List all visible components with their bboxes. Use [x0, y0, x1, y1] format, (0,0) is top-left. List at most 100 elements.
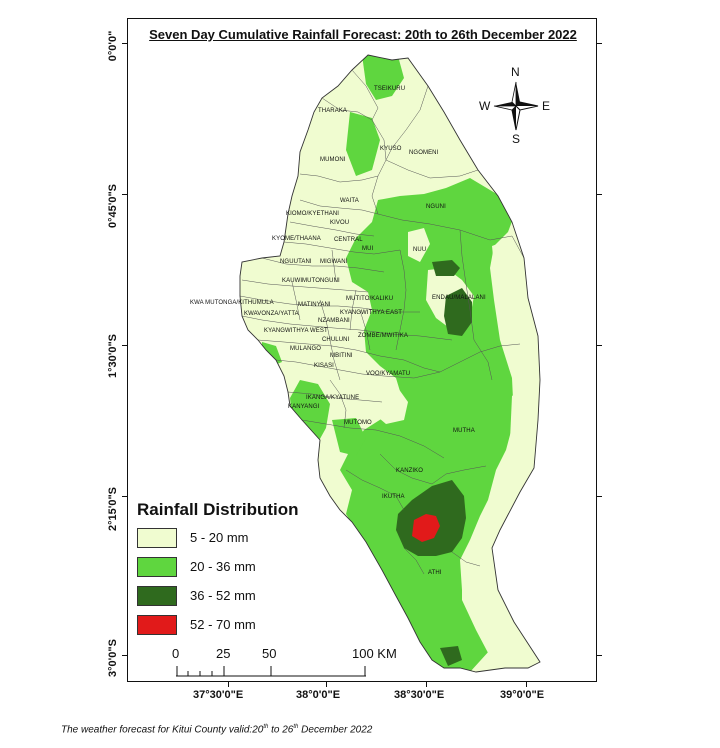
legend-item: 36 - 52 mm — [135, 586, 350, 608]
tick — [597, 496, 602, 497]
north-arrow: N S E W — [476, 64, 556, 148]
place-label: KYUSO — [380, 146, 402, 152]
caption-sup: th — [293, 724, 299, 730]
county-outline — [239, 54, 541, 673]
scale-bar: 0 25 50 100 KM — [172, 646, 412, 678]
zone-5-20-nuu — [408, 228, 430, 262]
zone-52-70-ikutha — [412, 514, 440, 542]
tick — [597, 345, 602, 346]
legend-label: 5 - 20 mm — [190, 530, 249, 545]
caption-text: to 26 — [268, 724, 294, 736]
lat-label-0: 0°0'0" — [107, 30, 119, 62]
scale-label: 25 — [216, 646, 231, 661]
legend-swatch — [137, 528, 177, 548]
legend-label: 20 - 36 mm — [190, 559, 256, 574]
place-label: ATHI — [428, 570, 442, 576]
legend-item: 5 - 20 mm — [135, 528, 350, 550]
place-label: MUTITO/KALIKU — [346, 296, 394, 302]
tick — [597, 655, 602, 656]
place-label: KANYANGI — [288, 404, 320, 410]
place-label: KYANGWITHYA EAST — [340, 310, 403, 316]
tick — [122, 655, 127, 656]
zone-5-20-east2 — [510, 380, 538, 470]
place-label: MUTONGUNI — [302, 278, 340, 284]
tick — [597, 43, 602, 44]
tick — [122, 194, 127, 195]
caption: The weather forecast for Kitui County va… — [61, 724, 372, 735]
place-label: MUTOMO — [344, 420, 372, 426]
place-label: NGUNI — [426, 204, 446, 210]
place-label: MUTHA — [453, 428, 475, 434]
lat-label-2: 1°30'0"S — [107, 333, 119, 379]
place-label: ENDAU/MALALANI — [432, 295, 486, 301]
compass-w: W — [479, 99, 491, 113]
zone-5-20-vookyamatu — [372, 388, 408, 424]
place-label: NGOMENI — [409, 150, 439, 156]
tick — [526, 682, 527, 687]
legend-swatch — [137, 586, 177, 606]
place-label: MBITINI — [330, 353, 353, 359]
zone-20-36-mid — [332, 418, 366, 456]
lon-label-2: 38°30'0"E — [394, 689, 445, 701]
place-label: KANZIKO — [396, 468, 424, 474]
tick — [326, 682, 327, 687]
place-label: NUU — [413, 247, 427, 253]
legend-item: 20 - 36 mm — [135, 557, 350, 579]
place-label: NGUUTANI — [280, 259, 312, 265]
place-label: CENTRAL — [334, 237, 363, 243]
place-label: ZOMBE/MWITIKA — [358, 333, 408, 339]
lat-label-3: 2°15'0"S — [107, 486, 119, 532]
place-label: VOO/KYAMATU — [366, 371, 411, 377]
tick — [228, 682, 229, 687]
map-title: Seven Day Cumulative Rainfall Forecast: … — [149, 27, 577, 42]
place-label: IKANGA/KYATUNE — [306, 395, 360, 401]
lon-label-3: 39°0'0"E — [500, 689, 545, 701]
place-label: KYOME/THAANA — [272, 236, 321, 242]
place-label: IKUTHA — [382, 494, 405, 500]
place-label: MULANGO — [290, 346, 322, 352]
caption-text: The weather forecast for Kitui County va… — [61, 724, 264, 736]
compass-n: N — [511, 65, 520, 79]
place-label: KWAVONZA/YATTA — [244, 311, 299, 317]
lon-label-0: 37°30'0"E — [193, 689, 244, 701]
place-label: KISASI — [314, 363, 334, 369]
lon-label-1: 38°0'0"E — [296, 689, 341, 701]
place-label: KYANGWITHYA WEST — [264, 328, 328, 334]
lat-label-1: 0°45'0"S — [107, 183, 119, 229]
caption-text: December 2022 — [298, 724, 373, 736]
place-label: THARAKA — [318, 108, 348, 114]
tick — [426, 682, 427, 687]
place-label: KWA MUTONGA/KITHUMULA — [190, 300, 274, 306]
place-label: NZAMBANI — [318, 318, 350, 324]
zone-20-36-north — [362, 55, 404, 100]
place-label: MIGWANI — [320, 259, 348, 265]
scale-label: 50 — [262, 646, 277, 661]
tick — [122, 43, 127, 44]
legend-title: Rainfall Distribution — [137, 500, 299, 519]
place-label: MUI — [362, 246, 374, 252]
place-label: WAITA — [340, 198, 359, 204]
zone-36-52-athi — [440, 646, 462, 666]
legend-label: 36 - 52 mm — [190, 588, 256, 603]
compass-s: S — [512, 132, 521, 146]
zone-20-36-kyuso — [346, 112, 380, 176]
place-label: KAUWI — [282, 278, 303, 284]
compass-e: E — [542, 99, 551, 113]
zone-5-20-east — [492, 240, 532, 336]
scale-ruler — [176, 666, 366, 677]
scale-label: 100 KM — [352, 646, 397, 661]
caption-sup: th — [263, 724, 269, 730]
zone-36-52-nuu — [432, 260, 460, 276]
lat-label-4: 3°0'0"S — [107, 639, 119, 677]
place-label: TSEIKURU — [374, 86, 406, 92]
ward-boundaries — [240, 69, 525, 575]
legend-swatch — [137, 557, 177, 577]
place-label: MUMONI — [320, 157, 346, 163]
legend-item: 52 - 70 mm — [135, 615, 350, 637]
legend-swatch — [137, 615, 177, 635]
compass-rose-icon — [493, 81, 539, 131]
place-label: KIOMO/KYETHANI — [286, 211, 340, 217]
zone-5-20-se — [462, 534, 540, 668]
scale-label: 0 — [172, 646, 180, 661]
